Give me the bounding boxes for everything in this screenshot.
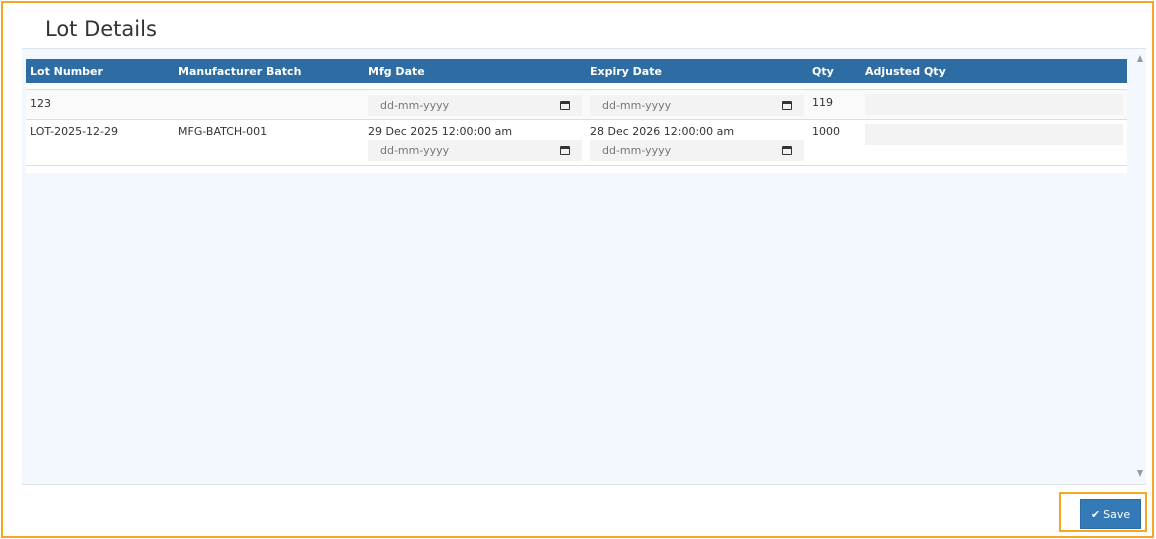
lot-number: 123 (30, 97, 51, 110)
expiry-date-text: 28 Dec 2026 12:00:00 am (590, 125, 735, 138)
manufacturer-batch: MFG-BATCH-001 (178, 125, 268, 138)
mfg-date-input[interactable]: dd-mm-yyyy (368, 140, 582, 161)
date-placeholder: dd-mm-yyyy (380, 99, 450, 112)
save-label: Save (1103, 507, 1131, 521)
date-placeholder: dd-mm-yyyy (380, 144, 450, 157)
col-mfg-date: Mfg Date (368, 65, 425, 78)
content-area: Lot Number Manufacturer Batch Mfg Date E… (22, 48, 1146, 485)
table-header: Lot Number Manufacturer Batch Mfg Date E… (26, 59, 1127, 83)
col-manufacturer-batch: Manufacturer Batch (178, 65, 302, 78)
mfg-date-input[interactable]: dd-mm-yyyy (368, 95, 582, 116)
adjusted-qty-input[interactable] (865, 124, 1123, 145)
calendar-icon[interactable] (560, 146, 570, 155)
calendar-icon[interactable] (782, 101, 792, 110)
adjusted-qty-input[interactable] (865, 94, 1123, 115)
scroll-down-icon[interactable] (1137, 470, 1143, 477)
qty: 119 (812, 96, 833, 109)
check-icon: ✔ (1090, 507, 1101, 521)
lot-table: Lot Number Manufacturer Batch Mfg Date E… (26, 59, 1127, 173)
scroll-up-icon[interactable] (1137, 55, 1143, 62)
expiry-date-input[interactable]: dd-mm-yyyy (590, 140, 804, 161)
calendar-icon[interactable] (782, 146, 792, 155)
calendar-icon[interactable] (560, 101, 570, 110)
date-placeholder: dd-mm-yyyy (602, 99, 672, 112)
save-button[interactable]: ✔ Save (1080, 499, 1141, 529)
table-row: LOT-2025-12-29 MFG-BATCH-001 29 Dec 2025… (26, 119, 1127, 166)
date-placeholder: dd-mm-yyyy (602, 144, 672, 157)
col-adjusted-qty: Adjusted Qty (865, 65, 946, 78)
page-title: Lot Details (45, 17, 157, 41)
table-row: 123 dd-mm-yyyy dd-mm-yyyy 119 (26, 89, 1127, 120)
lot-number: LOT-2025-12-29 (30, 125, 118, 138)
save-highlight (1059, 492, 1147, 532)
col-qty: Qty (812, 65, 834, 78)
expiry-date-input[interactable]: dd-mm-yyyy (590, 95, 804, 116)
mfg-date-text: 29 Dec 2025 12:00:00 am (368, 125, 513, 138)
col-lot-number: Lot Number (30, 65, 103, 78)
vertical-scrollbar[interactable] (1136, 55, 1144, 477)
qty: 1000 (812, 125, 840, 138)
col-expiry-date: Expiry Date (590, 65, 662, 78)
